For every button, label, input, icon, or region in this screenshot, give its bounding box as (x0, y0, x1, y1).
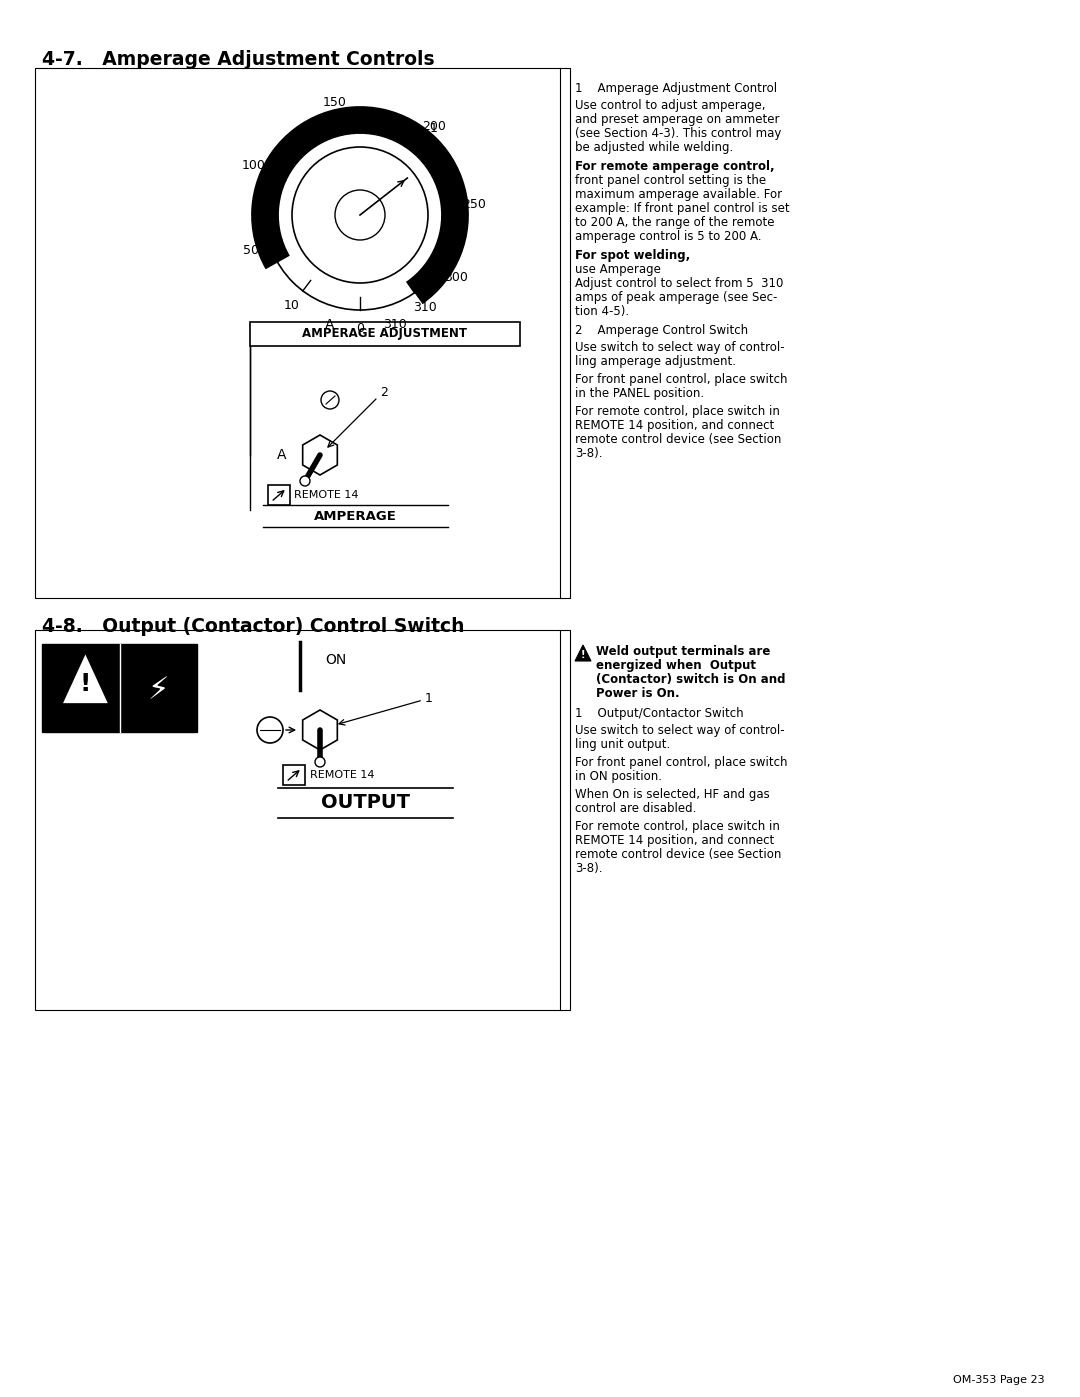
Text: 0: 0 (356, 321, 364, 334)
Text: remote control device (see Section: remote control device (see Section (575, 433, 781, 446)
Text: OM-353 Page 23: OM-353 Page 23 (954, 1375, 1045, 1384)
Polygon shape (302, 434, 337, 475)
Circle shape (315, 757, 325, 767)
Text: 1: 1 (426, 692, 433, 704)
Text: Use switch to select way of control-: Use switch to select way of control- (575, 341, 785, 353)
Text: For spot welding,: For spot welding, (575, 249, 690, 263)
Text: ling unit output.: ling unit output. (575, 738, 671, 752)
Text: maximum amperage available. For: maximum amperage available. For (575, 189, 782, 201)
Bar (268, 485, 291, 504)
Text: 10: 10 (284, 299, 300, 312)
Text: REMOTE 14 position, and connect: REMOTE 14 position, and connect (575, 834, 774, 847)
Text: 250: 250 (462, 198, 486, 211)
Text: For remote control, place switch in: For remote control, place switch in (575, 405, 780, 418)
Text: control are disabled.: control are disabled. (575, 802, 697, 814)
Text: (Contactor) switch is On and: (Contactor) switch is On and (596, 673, 785, 686)
Text: remote control device (see Section: remote control device (see Section (575, 848, 781, 861)
Text: REMOTE 14: REMOTE 14 (294, 490, 359, 500)
Text: When On is selected, HF and gas: When On is selected, HF and gas (575, 788, 770, 800)
Text: front panel control setting is the: front panel control setting is the (575, 175, 766, 187)
Text: amperage control is 5 to 200 A.: amperage control is 5 to 200 A. (575, 231, 761, 243)
Text: 310: 310 (383, 319, 407, 331)
Text: in the PANEL position.: in the PANEL position. (575, 387, 704, 400)
Text: 1: 1 (430, 123, 437, 136)
Text: Adjust control to select from 5  310: Adjust control to select from 5 310 (575, 277, 783, 291)
Text: ON: ON (325, 652, 347, 666)
Bar (35, 630, 570, 1010)
Text: 2: 2 (380, 386, 388, 398)
Text: For front panel control, place switch: For front panel control, place switch (575, 373, 787, 386)
Text: 2    Amperage Control Switch: 2 Amperage Control Switch (575, 324, 748, 337)
Text: For front panel control, place switch: For front panel control, place switch (575, 756, 787, 768)
Text: example: If front panel control is set: example: If front panel control is set (575, 203, 789, 215)
Polygon shape (575, 645, 591, 661)
Bar (249, 321, 519, 346)
Bar (42, 644, 197, 732)
Text: !: ! (581, 651, 585, 661)
Text: REMOTE 14: REMOTE 14 (310, 770, 375, 780)
Text: A: A (278, 448, 287, 462)
Text: ling amperage adjustment.: ling amperage adjustment. (575, 355, 735, 367)
Text: 200: 200 (422, 120, 446, 133)
Text: 3-8).: 3-8). (575, 447, 603, 460)
Text: AMPERAGE: AMPERAGE (314, 510, 397, 522)
Text: For remote amperage control,: For remote amperage control, (575, 161, 774, 173)
Text: energized when  Output: energized when Output (596, 659, 756, 672)
Text: REMOTE 14 position, and connect: REMOTE 14 position, and connect (575, 419, 774, 432)
Text: For remote control, place switch in: For remote control, place switch in (575, 820, 780, 833)
Text: use Amperage: use Amperage (575, 263, 661, 277)
Text: AMPERAGE ADJUSTMENT: AMPERAGE ADJUSTMENT (302, 327, 468, 341)
Text: 310: 310 (413, 302, 436, 314)
Text: Power is On.: Power is On. (596, 687, 679, 700)
Text: OUTPUT: OUTPUT (321, 793, 410, 813)
Text: 100: 100 (242, 159, 266, 172)
Text: to 200 A, the range of the remote: to 200 A, the range of the remote (575, 217, 774, 229)
Text: be adjusted while welding.: be adjusted while welding. (575, 141, 733, 154)
Text: 50: 50 (243, 244, 258, 257)
Text: tion 4-5).: tion 4-5). (575, 305, 630, 319)
Text: Use switch to select way of control-: Use switch to select way of control- (575, 724, 785, 738)
Text: A: A (325, 319, 335, 332)
Text: amps of peak amperage (see Sec-: amps of peak amperage (see Sec- (575, 291, 778, 305)
Polygon shape (302, 710, 337, 750)
Bar (283, 766, 305, 785)
Text: in ON position.: in ON position. (575, 770, 662, 782)
Polygon shape (62, 652, 109, 704)
Text: and preset amperage on ammeter: and preset amperage on ammeter (575, 113, 780, 126)
Text: ⚡: ⚡ (148, 676, 168, 705)
Text: 4-7.   Amperage Adjustment Controls: 4-7. Amperage Adjustment Controls (42, 50, 434, 68)
Text: !: ! (80, 672, 91, 696)
Text: 4-8.   Output (Contactor) Control Switch: 4-8. Output (Contactor) Control Switch (42, 617, 464, 636)
Text: 150: 150 (322, 96, 346, 109)
Text: Weld output terminals are: Weld output terminals are (596, 645, 770, 658)
Text: 1    Output/Contactor Switch: 1 Output/Contactor Switch (575, 707, 744, 719)
Text: (see Section 4-3). This control may: (see Section 4-3). This control may (575, 127, 781, 140)
Text: Use control to adjust amperage,: Use control to adjust amperage, (575, 99, 766, 112)
Text: 300: 300 (445, 271, 469, 284)
Text: 3-8).: 3-8). (575, 862, 603, 875)
Bar (35, 68, 570, 598)
Text: 1    Amperage Adjustment Control: 1 Amperage Adjustment Control (575, 82, 778, 95)
Circle shape (300, 476, 310, 486)
